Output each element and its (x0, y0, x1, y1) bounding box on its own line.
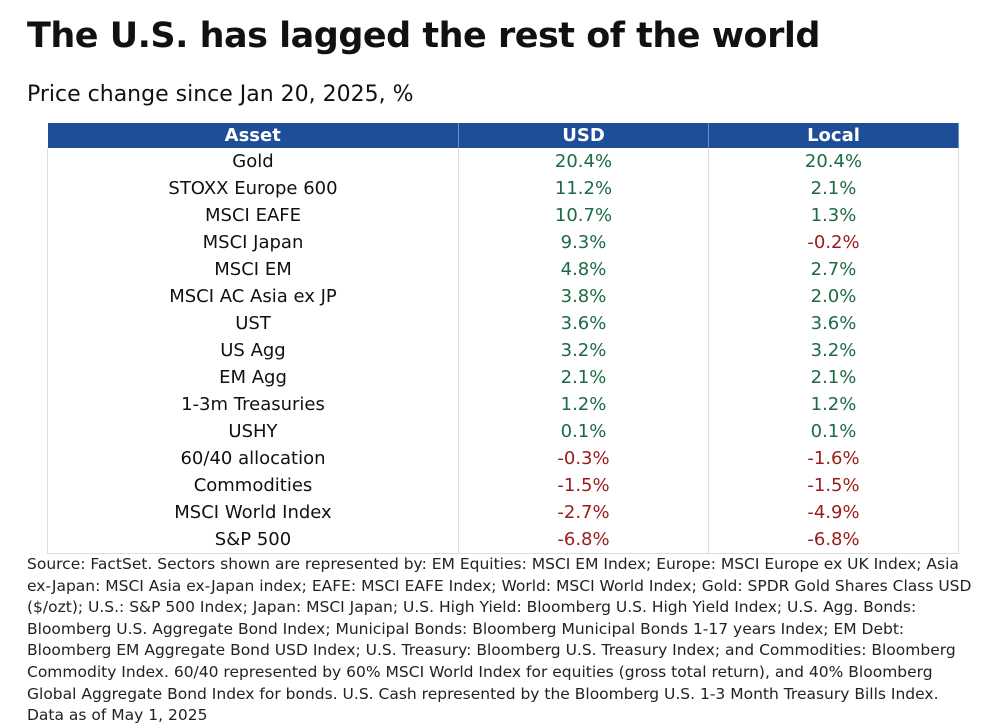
table-row: MSCI AC Asia ex JP 3.8% 2.0% (47, 283, 959, 310)
value-cell: -2.7% (458, 499, 709, 526)
table-row: MSCI Japan 9.3% -0.2% (47, 229, 959, 256)
table-body: Gold 20.4% 20.4% STOXX Europe 600 11.2% 2.1% M… (47, 148, 959, 554)
value-cell: -1.5% (708, 472, 959, 499)
footnote: Source: FactSet. Sectors shown are repre… (27, 555, 972, 725)
asset-cell: MSCI AC Asia ex JP (47, 283, 459, 310)
value-cell: 9.3% (458, 229, 709, 256)
value-cell: 2.1% (708, 175, 959, 202)
value-cell: 1.3% (708, 202, 959, 229)
title: The U.S. has lagged the rest of the worl… (27, 16, 820, 56)
table-row: USHY 0.1% 0.1% (47, 418, 959, 445)
data-table: Asset USD Local Gold 20.4% 20.4% STOXX Europe… (47, 123, 959, 554)
value-cell: 3.2% (708, 337, 959, 364)
value-cell: -6.8% (458, 526, 709, 554)
asset-cell: MSCI EAFE (47, 202, 459, 229)
subtitle: Price change since Jan 20, 2025, % (27, 82, 414, 107)
value-cell: 1.2% (458, 391, 709, 418)
value-cell: 0.1% (708, 418, 959, 445)
asset-cell: S&P 500 (47, 526, 459, 554)
table-row: S&P 500 -6.8% -6.8% (47, 526, 959, 554)
table-row: Gold 20.4% 20.4% (47, 148, 959, 175)
asset-cell: MSCI World Index (47, 499, 459, 526)
table-row: Commodities -1.5% -1.5% (47, 472, 959, 499)
value-cell: 1.2% (708, 391, 959, 418)
value-cell: 3.6% (708, 310, 959, 337)
asset-cell: STOXX Europe 600 (47, 175, 459, 202)
table-row: MSCI EAFE 10.7% 1.3% (47, 202, 959, 229)
value-cell: -0.2% (708, 229, 959, 256)
value-cell: 3.2% (458, 337, 709, 364)
column-header: Local (708, 123, 959, 148)
value-cell: -1.5% (458, 472, 709, 499)
table-row: MSCI World Index -2.7% -4.9% (47, 499, 959, 526)
table-row: STOXX Europe 600 11.2% 2.1% (47, 175, 959, 202)
value-cell: -6.8% (708, 526, 959, 554)
value-cell: -0.3% (458, 445, 709, 472)
asset-cell: MSCI Japan (47, 229, 459, 256)
value-cell: 20.4% (458, 148, 709, 175)
table-row: 1-3m Treasuries 1.2% 1.2% (47, 391, 959, 418)
asset-cell: Gold (47, 148, 459, 175)
value-cell: 2.0% (708, 283, 959, 310)
value-cell: -4.9% (708, 499, 959, 526)
asset-cell: MSCI EM (47, 256, 459, 283)
value-cell: 2.7% (708, 256, 959, 283)
value-cell: 2.1% (708, 364, 959, 391)
value-cell: -1.6% (708, 445, 959, 472)
table-row: MSCI EM 4.8% 2.7% (47, 256, 959, 283)
value-cell: 2.1% (458, 364, 709, 391)
asset-cell: 60/40 allocation (47, 445, 459, 472)
column-header: Asset (47, 123, 459, 148)
value-cell: 4.8% (458, 256, 709, 283)
asset-cell: Commodities (47, 472, 459, 499)
value-cell: 3.6% (458, 310, 709, 337)
asset-cell: EM Agg (47, 364, 459, 391)
value-cell: 20.4% (708, 148, 959, 175)
asset-cell: 1-3m Treasuries (47, 391, 459, 418)
value-cell: 0.1% (458, 418, 709, 445)
asset-cell: USHY (47, 418, 459, 445)
table-header: Asset USD Local (47, 123, 959, 148)
table-row: EM Agg 2.1% 2.1% (47, 364, 959, 391)
table-row: 60/40 allocation -0.3% -1.6% (47, 445, 959, 472)
value-cell: 11.2% (458, 175, 709, 202)
value-cell: 10.7% (458, 202, 709, 229)
asset-cell: UST (47, 310, 459, 337)
asset-cell: US Agg (47, 337, 459, 364)
table-row: US Agg 3.2% 3.2% (47, 337, 959, 364)
column-header: USD (458, 123, 709, 148)
value-cell: 3.8% (458, 283, 709, 310)
table-row: UST 3.6% 3.6% (47, 310, 959, 337)
header-row: Asset USD Local (47, 123, 959, 148)
